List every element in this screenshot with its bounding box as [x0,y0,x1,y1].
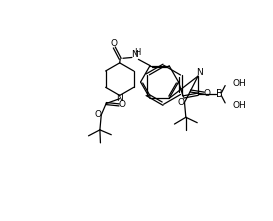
Text: O: O [110,39,117,48]
Text: OH: OH [232,79,246,88]
Text: O: O [119,100,126,109]
Text: O: O [94,110,102,119]
Text: N: N [116,94,123,103]
Text: N: N [196,68,203,77]
Text: H: H [134,48,141,57]
Text: N: N [131,50,137,59]
Text: B: B [216,89,222,99]
Text: O: O [204,89,211,98]
Text: OH: OH [232,101,246,110]
Text: O: O [178,98,185,107]
